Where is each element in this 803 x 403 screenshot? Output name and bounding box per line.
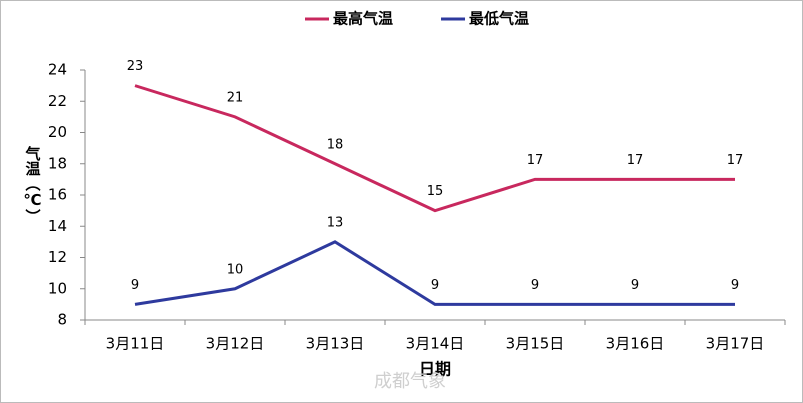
y-tick-label: 14 bbox=[48, 217, 67, 235]
data-label: 17 bbox=[727, 153, 744, 168]
x-tick-label: 3月12日 bbox=[206, 335, 265, 353]
data-label: 17 bbox=[527, 153, 544, 168]
data-label: 21 bbox=[227, 90, 244, 105]
x-axis-title: 日期 bbox=[419, 360, 451, 379]
data-label: 23 bbox=[127, 59, 144, 74]
y-tick-label: 8 bbox=[57, 311, 67, 329]
data-label: 15 bbox=[427, 184, 444, 199]
y-tick-label: 22 bbox=[48, 92, 67, 110]
y-tick-label: 24 bbox=[48, 61, 67, 79]
data-label: 10 bbox=[227, 262, 244, 277]
data-label: 13 bbox=[327, 215, 344, 230]
data-label: 18 bbox=[327, 137, 344, 152]
series-line bbox=[134, 84, 735, 213]
y-tick-label: 12 bbox=[48, 248, 67, 266]
x-tick-label: 3月14日 bbox=[406, 335, 465, 353]
y-axis-title: 气温（℃） bbox=[24, 145, 42, 224]
y-tick-label: 20 bbox=[48, 123, 67, 141]
x-tick-label: 3月16日 bbox=[606, 335, 665, 353]
x-tick-label: 3月13日 bbox=[306, 335, 365, 353]
data-label: 9 bbox=[431, 278, 439, 293]
watermark: 成都气象 bbox=[374, 371, 446, 392]
data-label: 9 bbox=[531, 278, 539, 293]
y-tick-label: 18 bbox=[48, 154, 67, 172]
data-label: 9 bbox=[631, 278, 639, 293]
x-tick-label: 3月11日 bbox=[106, 335, 165, 353]
data-label: 9 bbox=[131, 278, 139, 293]
data-label: 17 bbox=[627, 153, 644, 168]
x-tick-label: 3月15日 bbox=[506, 335, 565, 353]
series-line bbox=[134, 240, 735, 306]
data-label: 9 bbox=[731, 278, 739, 293]
x-tick-label: 3月17日 bbox=[706, 335, 765, 353]
y-tick-label: 10 bbox=[48, 279, 67, 297]
legend-label: 最高气温 bbox=[333, 10, 393, 28]
legend-label: 最低气温 bbox=[469, 10, 529, 28]
y-tick-label: 16 bbox=[48, 186, 67, 204]
